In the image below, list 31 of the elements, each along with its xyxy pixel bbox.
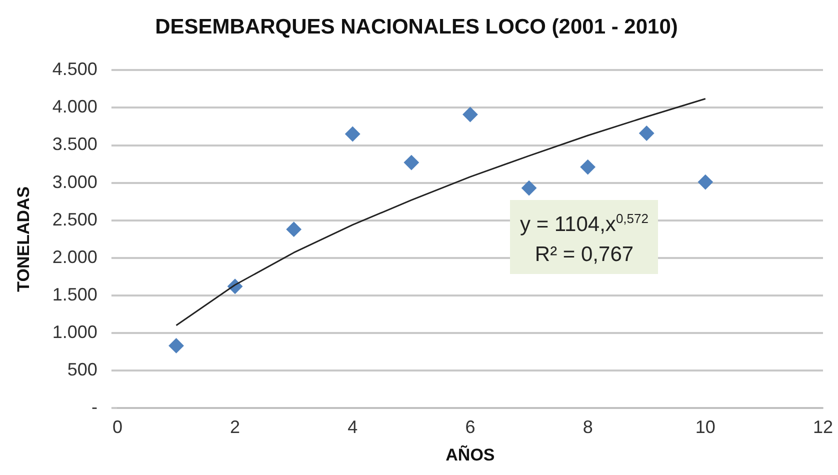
point: [286, 222, 302, 237]
y-tick-label: 2.000: [52, 246, 98, 267]
point: [168, 338, 184, 354]
x-tick-label: 0: [112, 416, 122, 437]
x-tick-label: 12: [812, 416, 834, 437]
y-tick-label: 4.000: [52, 96, 98, 117]
x-tick-label: 8: [582, 416, 593, 437]
x-tick-label: 6: [465, 416, 476, 437]
y-tick-label: 3.500: [52, 134, 98, 154]
chart-title: DESEMBARQUES NACIONALES LOCO (2001 - 2010): [155, 15, 678, 38]
y-tick-label: -: [91, 396, 98, 417]
point: [522, 180, 537, 196]
y-axis-title: TONELADAS: [14, 186, 33, 292]
y-tick-label: 2.500: [52, 209, 98, 230]
y-tick-label: 4.500: [52, 59, 98, 80]
point: [462, 106, 478, 122]
x-tick-label: 4: [348, 416, 358, 437]
y-tick-label: 1.000: [52, 322, 98, 342]
point: [698, 174, 713, 190]
point: [345, 126, 360, 142]
x-tick-label: 10: [695, 416, 716, 437]
y-tick-label: 1.500: [52, 284, 98, 304]
point: [639, 126, 654, 141]
x-tick-label: 2: [230, 416, 240, 437]
y-tick-label: 3.000: [52, 172, 98, 192]
x-axis-title: AÑOS: [446, 444, 495, 464]
y-tick-label: 500: [67, 359, 98, 380]
point: [580, 160, 596, 175]
point: [404, 155, 419, 170]
annotation: R² = 0,767: [534, 243, 634, 266]
annotation: y = 1104,x$^{0,572}$: [520, 211, 648, 236]
